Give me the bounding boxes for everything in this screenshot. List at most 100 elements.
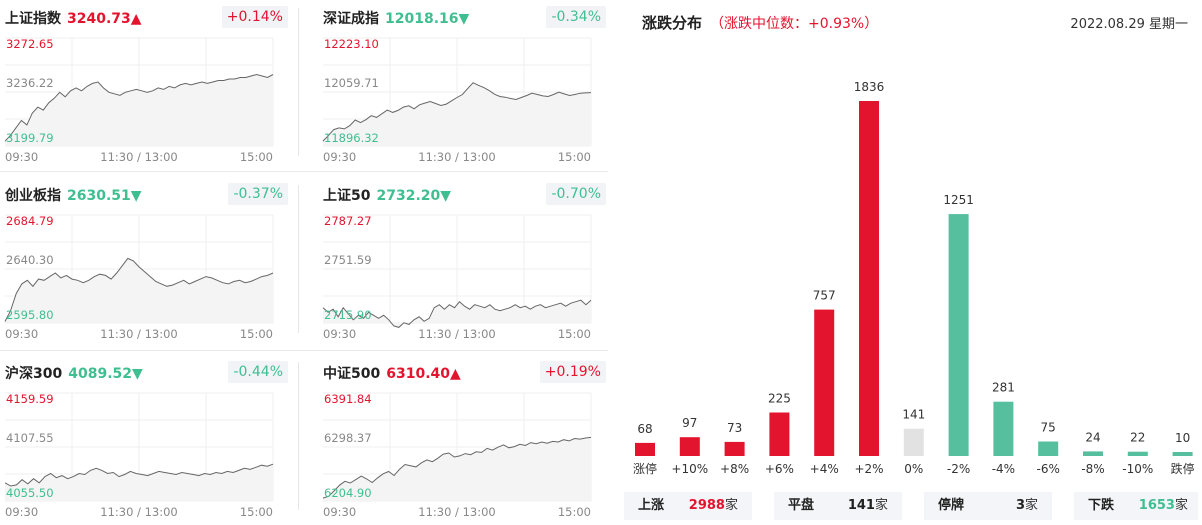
y-axis-mid: 4107.55 bbox=[6, 431, 54, 445]
index-title: 上证50 2732.20▼ bbox=[323, 188, 452, 204]
trade-date: 2022.08.29 星期一 bbox=[1070, 17, 1188, 32]
index-price: 4089.52 bbox=[68, 366, 132, 382]
bar-count-label: 73 bbox=[727, 421, 742, 435]
distribution-bar bbox=[993, 401, 1014, 456]
down-arrow-icon: ▼ bbox=[132, 366, 143, 382]
price-area bbox=[323, 437, 591, 501]
bar-count-label: 22 bbox=[1130, 431, 1145, 445]
y-axis-mid: 3236.22 bbox=[6, 76, 54, 90]
stat-up: 上涨 2988家 bbox=[624, 492, 752, 520]
bar-count-label: 1251 bbox=[943, 193, 974, 207]
bar-category-label: 0% bbox=[904, 462, 923, 476]
distribution-header: 涨跌分布 （涨跌中位数：+0.93%） bbox=[642, 12, 878, 33]
x-axis-mid: 11:30 / 13:00 bbox=[418, 505, 495, 519]
stat-down: 下跌 1653家 bbox=[1074, 492, 1198, 520]
row-divider bbox=[0, 171, 608, 172]
index-panel-csi300[interactable]: 沪深300 4089.52▼ -0.44% 4159.59 4107.55 4055.… bbox=[0, 355, 290, 525]
x-axis-mid: 11:30 / 13:00 bbox=[100, 327, 177, 341]
bar-count-label: 1836 bbox=[854, 80, 885, 94]
y-axis-low: 2595.80 bbox=[6, 308, 54, 322]
bar-category-label: +10% bbox=[671, 462, 708, 476]
distribution-bar bbox=[635, 442, 655, 456]
bar-category-label: -10% bbox=[1122, 462, 1153, 476]
price-area bbox=[323, 82, 591, 146]
bar-count-label: 225 bbox=[768, 392, 791, 406]
index-title: 创业板指 2630.51▼ bbox=[5, 188, 142, 204]
index-panel-shenzhen[interactable]: 深证成指 12018.16▼ -0.34% 12223.10 12059.71 118… bbox=[318, 0, 608, 170]
distribution-title: 涨跌分布 bbox=[642, 14, 703, 32]
index-price: 12018.16 bbox=[385, 11, 459, 27]
index-change-badge: +0.19% bbox=[539, 361, 606, 383]
stat-halt-value: 3 bbox=[1015, 498, 1025, 513]
intraday-chart: 2684.79 2640.30 2595.80 09:30 11:30 / 13:00 1… bbox=[4, 214, 274, 341]
x-axis-mid: 11:30 / 13:00 bbox=[418, 150, 495, 164]
bar-category-label: -4% bbox=[992, 462, 1015, 476]
bar-category-label: 涨停 bbox=[633, 461, 657, 476]
x-axis-start: 09:30 bbox=[323, 505, 356, 519]
distribution-bar-chart: 68 涨停 97 +10% 73 +8% 225 +6% 757 +4% 1836 +2% 141 0% 1… bbox=[633, 80, 1195, 476]
bar-category-label: -6% bbox=[1037, 462, 1060, 476]
y-axis-high: 6391.84 bbox=[324, 392, 372, 406]
distribution-bar bbox=[679, 437, 700, 456]
distribution-bar bbox=[1172, 452, 1193, 456]
price-line bbox=[4, 463, 274, 487]
y-axis-low: 6204.90 bbox=[324, 486, 372, 500]
index-price: 6310.40 bbox=[386, 366, 450, 382]
y-axis-low: 3199.79 bbox=[6, 131, 54, 145]
bar-category-label: +2% bbox=[854, 462, 883, 476]
intraday-chart: 2787.27 2751.59 2715.90 09:30 11:30 / 13:00 1… bbox=[322, 214, 592, 341]
stat-flat-label: 平盘 bbox=[788, 498, 815, 513]
distribution-bar bbox=[903, 428, 924, 456]
y-axis-mid: 2640.30 bbox=[6, 253, 54, 267]
index-panel-csi500[interactable]: 中证500 6310.40▲ +0.19% 6391.84 6298.37 6204.… bbox=[318, 355, 608, 525]
index-change-badge: -0.34% bbox=[546, 6, 606, 28]
stat-down-label: 下跌 bbox=[1088, 498, 1115, 513]
bar-category-label: +4% bbox=[810, 462, 839, 476]
x-axis-end: 15:00 bbox=[240, 150, 273, 164]
y-axis-mid: 6298.37 bbox=[324, 431, 372, 445]
bar-count-label: 97 bbox=[682, 416, 697, 430]
stat-halt-label: 停牌 bbox=[938, 498, 965, 513]
bar-category-label: -8% bbox=[1081, 462, 1104, 476]
y-axis-high: 3272.65 bbox=[6, 37, 54, 51]
index-panel-sse50[interactable]: 上证50 2732.20▼ -0.70% 2787.27 2751.59 2715.9… bbox=[318, 177, 608, 347]
stat-down-value: 1653 bbox=[1138, 498, 1175, 513]
bar-count-label: 281 bbox=[992, 381, 1015, 395]
distribution-bar bbox=[948, 214, 969, 456]
y-axis-high: 2684.79 bbox=[6, 214, 54, 228]
bar-category-label: +6% bbox=[765, 462, 794, 476]
index-change-badge: -0.70% bbox=[546, 183, 606, 205]
index-panel-shanghai[interactable]: 上证指数 3240.73▲ +0.14% 3272.65 3236.22 3199.7… bbox=[0, 0, 290, 170]
bar-count-label: 10 bbox=[1175, 431, 1190, 445]
down-arrow-icon: ▼ bbox=[130, 188, 142, 204]
stat-flat: 平盘 141家 bbox=[774, 492, 902, 520]
stat-up-value: 2988 bbox=[688, 498, 725, 513]
x-axis-start: 09:30 bbox=[5, 327, 38, 341]
price-area bbox=[5, 464, 273, 501]
y-axis-high: 2787.27 bbox=[324, 214, 372, 228]
distribution-bar bbox=[1038, 441, 1059, 456]
price-line bbox=[322, 299, 592, 328]
price-line bbox=[322, 436, 592, 499]
distribution-bar bbox=[814, 309, 835, 456]
index-title: 深证成指 12018.16▼ bbox=[323, 11, 470, 27]
bar-count-label: 757 bbox=[813, 289, 836, 303]
price-line bbox=[322, 82, 592, 142]
x-axis-end: 15:00 bbox=[240, 505, 273, 519]
index-title: 上证指数 3240.73▲ bbox=[5, 11, 142, 27]
y-axis-low: 11896.32 bbox=[324, 131, 379, 145]
down-arrow-icon: ▼ bbox=[458, 11, 470, 27]
price-area bbox=[5, 258, 273, 323]
index-title: 中证500 6310.40▲ bbox=[323, 366, 461, 382]
x-axis-mid: 11:30 / 13:00 bbox=[100, 150, 177, 164]
row-divider bbox=[0, 350, 608, 351]
index-change-badge: +0.14% bbox=[221, 6, 288, 28]
x-axis-start: 09:30 bbox=[5, 505, 38, 519]
index-change-badge: -0.44% bbox=[228, 361, 288, 383]
y-axis-low: 4055.50 bbox=[6, 486, 54, 500]
bar-count-label: 75 bbox=[1041, 421, 1056, 435]
intraday-chart: 12223.10 12059.71 11896.32 09:30 11:30 / 13:… bbox=[322, 37, 592, 164]
index-panel-chinext[interactable]: 创业板指 2630.51▼ -0.37% 2684.79 2640.30 2595.8… bbox=[0, 177, 290, 347]
down-arrow-icon: ▼ bbox=[440, 188, 452, 204]
index-change-badge: -0.37% bbox=[228, 183, 288, 205]
